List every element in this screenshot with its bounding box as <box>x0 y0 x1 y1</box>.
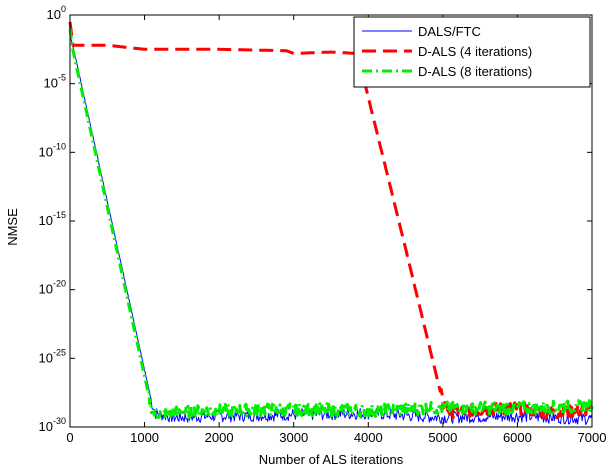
x-tick-label: 1000 <box>130 430 159 445</box>
x-axis-label: Number of ALS iterations <box>259 452 404 467</box>
y-tick-label: 100 <box>47 4 66 22</box>
x-tick-label: 4000 <box>354 430 383 445</box>
x-tick-label: 5000 <box>428 430 457 445</box>
x-tick-label: 7000 <box>578 430 607 445</box>
y-axis-label: NMSE <box>5 208 20 246</box>
series-line-3 <box>68 28 594 419</box>
y-tick-label: 10-25 <box>39 347 66 365</box>
y-tick-label: 10-20 <box>39 279 66 297</box>
series-line-1 <box>69 35 593 425</box>
x-tick-label: 0 <box>66 430 73 445</box>
legend-entry-label: D-ALS (8 iterations) <box>418 64 532 79</box>
y-tick-label: 10-5 <box>44 73 66 91</box>
y-tick-label: 10-30 <box>39 416 66 434</box>
y-tick-label: 10-15 <box>39 210 66 228</box>
x-tick-label: 6000 <box>503 430 532 445</box>
x-tick-label: 2000 <box>205 430 234 445</box>
plot-lines <box>68 21 594 425</box>
legend: DALS/FTC D-ALS (4 iterations) D-ALS (8 ite… <box>353 16 591 88</box>
legend-entry-label: DALS/FTC <box>418 24 481 39</box>
y-tick-label: 10-10 <box>39 141 66 159</box>
legend-entry-label: D-ALS (4 iterations) <box>418 44 532 59</box>
x-tick-label: 3000 <box>279 430 308 445</box>
y-axis-ticks: 100 10-5 10-10 10-15 10-20 10-25 10-30 <box>39 4 592 434</box>
